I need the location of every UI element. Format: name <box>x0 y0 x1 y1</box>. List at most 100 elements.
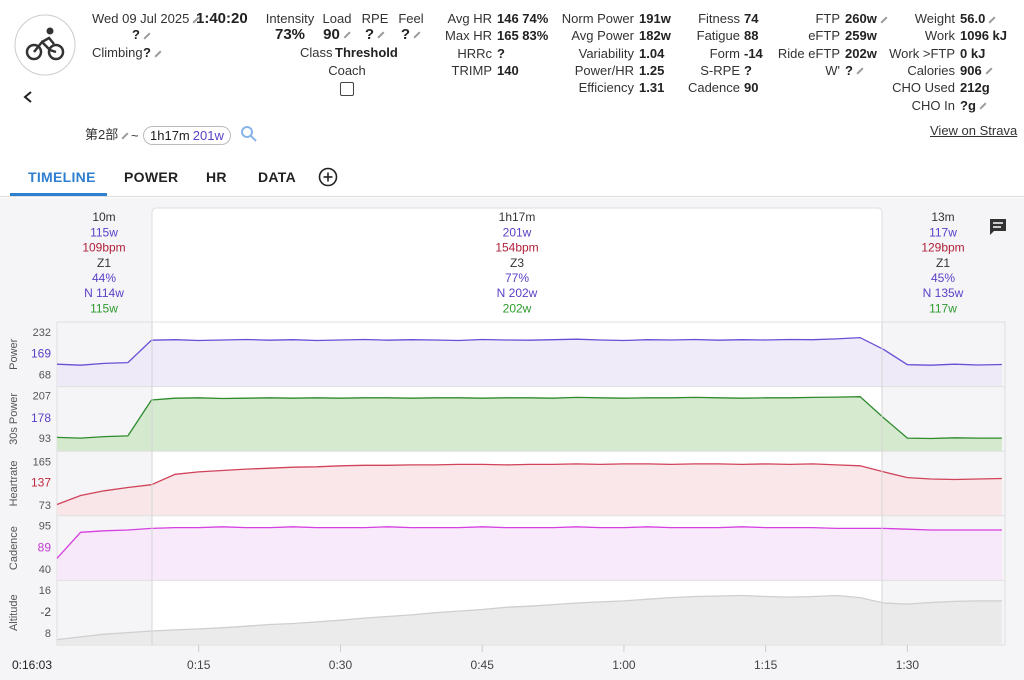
stat-label: Norm Power <box>561 11 634 26</box>
interval-stat: 109bpm <box>82 241 125 255</box>
tab[interactable]: DATA <box>258 169 297 185</box>
summary-value: ? <box>401 27 421 43</box>
interval-stat: N 114w <box>84 286 124 300</box>
activity-name: ? <box>132 27 151 43</box>
interval-stat: 77% <box>505 271 529 285</box>
strava-link[interactable]: View on Strava <box>930 123 1018 138</box>
summary-label: Intensity <box>265 11 315 26</box>
y-tick-label: 16 <box>39 585 51 597</box>
stat-value: 56.0 <box>960 11 996 27</box>
stat-label: eFTP <box>808 28 840 44</box>
stat-value: 182w <box>639 28 671 44</box>
edit-icon[interactable] <box>979 102 987 110</box>
summary-label: RPE <box>361 11 389 26</box>
stat-label: W' <box>825 62 840 78</box>
edit-icon[interactable] <box>985 67 993 75</box>
stat-value: ? <box>744 62 752 78</box>
stat-label: HRRc <box>457 45 492 61</box>
edit-icon[interactable] <box>413 31 421 39</box>
summary-value: 90 <box>323 27 351 43</box>
stat-value: 202w <box>845 45 877 61</box>
stat-label: Avg HR <box>447 11 492 26</box>
active-tab-indicator <box>10 193 107 196</box>
interval-stat: 44% <box>92 271 116 285</box>
series-line <box>56 463 1002 506</box>
tab[interactable]: TIMELINE <box>28 169 96 185</box>
climbing-label: Climbing <box>92 45 143 60</box>
x-tick-label: 0:15 <box>187 658 211 672</box>
series-line <box>56 526 1002 559</box>
series-area <box>57 595 1002 645</box>
summary-label: Load <box>322 11 352 26</box>
stat-value: 1.25 <box>639 62 665 78</box>
panel-avg: 169 <box>31 346 51 360</box>
stat-value: 90 <box>744 80 759 96</box>
interval-stat: 201w <box>503 225 532 239</box>
panel-avg: -2 <box>40 605 51 619</box>
interval-stat: 115w <box>90 225 118 239</box>
edit-icon[interactable] <box>988 16 996 24</box>
tab[interactable]: POWER <box>124 169 179 185</box>
stat-value: -14 <box>744 45 763 61</box>
coach-checkbox[interactable] <box>340 82 354 96</box>
selection-separator: ~ <box>131 128 139 143</box>
stat-value: 906 <box>960 63 993 79</box>
panel-label: Power <box>8 338 20 370</box>
interval-stat: 117w <box>929 301 957 315</box>
series-line <box>56 336 1002 366</box>
x-tick-label: 0:30 <box>329 658 353 672</box>
stat-label: CHO Used <box>892 80 955 96</box>
interval-stat: 13m <box>931 210 954 224</box>
interval-stat: 129bpm <box>921 241 964 255</box>
stat-value: ? <box>497 45 505 61</box>
stat-label: Variability <box>578 45 634 61</box>
interval-stat: 10m <box>92 210 115 224</box>
stat-value: 1.31 <box>639 80 665 96</box>
stat-value: 191w <box>639 11 671 26</box>
stat-label: Avg Power <box>571 28 634 44</box>
selection-duration: 1h17m <box>150 128 190 143</box>
stat-label: Form <box>709 45 740 61</box>
summary-value: ? <box>365 27 385 43</box>
edit-icon[interactable] <box>377 31 385 39</box>
edit-icon[interactable] <box>880 16 888 24</box>
stat-label: TRIMP <box>451 62 492 78</box>
selection-label: 第2部 <box>85 127 129 143</box>
class-label: Class <box>300 45 333 60</box>
edit-icon[interactable] <box>143 32 151 40</box>
panel-label: Altitude <box>8 594 20 631</box>
tab-divider <box>0 196 1024 197</box>
stat-value: 1.04 <box>639 45 665 61</box>
search-icon[interactable] <box>240 125 258 143</box>
y-tick-label: 95 <box>39 521 51 533</box>
edit-icon[interactable] <box>343 31 351 39</box>
panel-label: 30s Power <box>8 393 20 445</box>
stat-value: 88 <box>744 28 759 44</box>
stat-value: 165 83% <box>497 28 549 44</box>
series-area <box>57 396 1002 452</box>
stat-value: 146 74% <box>497 11 549 26</box>
stat-label: CHO In <box>911 97 955 113</box>
y-tick-label: 40 <box>39 564 51 576</box>
stat-value: 140 <box>497 62 519 78</box>
interval-stat: 115w <box>90 301 118 315</box>
x-tick-label: 0:45 <box>471 658 495 672</box>
stat-label: Calories <box>907 62 955 78</box>
comments-button[interactable] <box>988 217 1008 237</box>
tab[interactable]: HR <box>206 169 227 185</box>
edit-icon[interactable] <box>154 50 162 58</box>
stat-label: S-RPE <box>700 62 740 78</box>
stat-label: FTP <box>815 11 840 26</box>
add-tab[interactable] <box>318 167 338 187</box>
selection-pill: 1h17m 201w <box>143 126 231 145</box>
back-button[interactable] <box>20 89 36 105</box>
edit-icon[interactable] <box>121 132 129 140</box>
stat-label: Work <box>924 28 955 44</box>
edit-icon[interactable] <box>856 67 864 75</box>
interval-stat: Z3 <box>510 256 524 270</box>
stat-label: Efficiency <box>578 80 634 96</box>
interval-stat: 202w <box>503 301 532 315</box>
interval-stat: N 135w <box>923 286 964 300</box>
